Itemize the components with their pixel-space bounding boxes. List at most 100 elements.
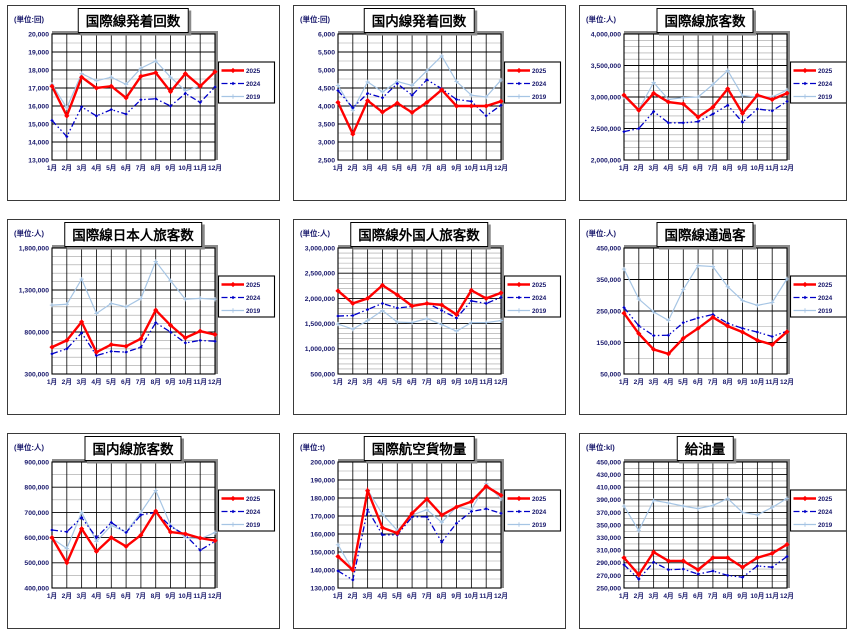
x-tick-label: 8月 [723, 592, 733, 600]
y-tick-label: 14,000 [28, 139, 49, 146]
x-tick-label: 2月 [348, 164, 358, 172]
data-point-marker [410, 93, 414, 97]
data-point-marker [94, 114, 99, 118]
data-point-marker [681, 121, 685, 125]
x-tick-label: 12月 [208, 164, 222, 172]
legend-label: 2025 [818, 282, 833, 289]
y-tick-label: 310,000 [596, 548, 621, 555]
x-tick-label: 4月 [91, 592, 101, 600]
plot-frame [623, 461, 788, 589]
data-point-marker [424, 300, 430, 307]
data-point-marker [197, 83, 203, 89]
x-tick-label: 9月 [451, 378, 461, 386]
series-2024 [622, 554, 789, 581]
x-tick-label: 10月 [750, 378, 764, 386]
x-tick-label: 8月 [723, 378, 733, 386]
y-tick-label: 2,500,000 [591, 126, 621, 133]
gridlines [337, 33, 502, 161]
data-point-marker [754, 555, 760, 561]
data-point-marker [351, 313, 355, 318]
x-tick-label: 11月 [479, 378, 493, 386]
data-point-marker [49, 344, 55, 350]
data-point-marker [154, 97, 158, 101]
chart-title: 国際線発着回数 [77, 8, 189, 33]
y-tick-label: 270,000 [596, 573, 621, 580]
data-point-marker [65, 347, 69, 351]
y-tick-label: 800,000 [24, 485, 49, 492]
data-point-marker [454, 97, 459, 102]
x-tick-label: 6月 [121, 378, 131, 386]
y-tick-label: 140,000 [310, 567, 335, 574]
data-point-marker [681, 567, 685, 571]
data-point-marker [483, 483, 489, 489]
data-point-marker [665, 99, 672, 105]
data-point-marker [167, 322, 174, 328]
y-tick-label: 5,500 [318, 49, 335, 56]
legend-label: 2019 [532, 94, 547, 101]
data-point-marker [64, 113, 70, 119]
plot-shadow [787, 248, 790, 374]
y-tick-label: 19,000 [28, 49, 49, 56]
legend-label: 2019 [818, 94, 833, 101]
y-tick-label: 3,000 [318, 139, 335, 146]
y-tick-label: 3,500 [318, 121, 335, 128]
gridlines [51, 247, 216, 375]
y-tick-label: 350,000 [596, 277, 621, 284]
series-2019 [335, 53, 504, 113]
x-tick-label: 8月 [151, 592, 161, 600]
data-point-marker [468, 287, 474, 293]
x-tick-label: 12月 [780, 164, 794, 172]
legend: 2025 2024 2019 [217, 61, 276, 104]
data-point-marker [64, 560, 70, 566]
data-point-marker [651, 109, 656, 114]
series-2019 [621, 496, 790, 533]
data-point-marker [139, 345, 143, 349]
data-point-marker [50, 528, 54, 532]
data-point-marker [453, 504, 460, 510]
unit-label: (単位:kl) [586, 443, 615, 452]
legend-label: 2024 [246, 81, 261, 88]
data-point-marker [109, 107, 113, 112]
data-point-marker [182, 335, 188, 341]
data-point-marker [108, 83, 114, 89]
data-point-marker [770, 565, 774, 569]
y-tick-label: 900,000 [24, 459, 49, 466]
legend-label: 2019 [246, 308, 261, 315]
data-point-marker [182, 531, 188, 537]
data-point-marker [182, 71, 188, 77]
y-tick-label: 1,300,000 [19, 287, 49, 294]
x-tick-label: 1月 [47, 164, 57, 172]
x-tick-label: 5月 [106, 164, 116, 172]
data-point-marker [230, 281, 236, 288]
x-tick-label: 10月 [178, 592, 192, 600]
y-tick-label: 50,000 [600, 371, 621, 378]
y-tick-label: 350,000 [596, 522, 621, 529]
y-tick-label: 450,000 [596, 245, 621, 252]
chart-panel-intl-foreign-passengers: (単位:人) 国際線外国人旅客数 500,000 1,000,000 1,500,0… [293, 219, 566, 415]
y-tick-label: 6,000 [318, 31, 335, 38]
legend-label: 2024 [532, 509, 547, 516]
x-tick-label: 7月 [422, 592, 432, 600]
data-point-marker [454, 316, 459, 320]
x-tick-label: 10月 [750, 592, 764, 600]
legend-label: 2024 [532, 295, 547, 302]
unit-label: (単位:人) [14, 229, 44, 238]
y-tick-label: 410,000 [596, 485, 621, 492]
x-tick-label: 12月 [780, 592, 794, 600]
data-point-marker [637, 126, 641, 131]
x-tick-label: 2月 [348, 592, 358, 600]
x-tick-label: 8月 [437, 378, 447, 386]
chart-canvas-intl-passengers: 2,000,000 2,500,000 3,000,000 3,500,000 4,00… [591, 31, 846, 172]
x-tick-label: 12月 [494, 378, 508, 386]
y-tick-label: 500,000 [310, 371, 335, 378]
data-point-marker [212, 69, 218, 75]
series-2025 [335, 483, 504, 573]
data-point-marker [803, 81, 807, 86]
unit-label: (単位:人) [300, 229, 330, 238]
plot-shadow [787, 462, 790, 588]
x-tick-label: 8月 [151, 378, 161, 386]
x-tick-label: 11月 [193, 164, 207, 172]
plot-shadow [501, 34, 504, 160]
plot-frame [51, 247, 216, 375]
